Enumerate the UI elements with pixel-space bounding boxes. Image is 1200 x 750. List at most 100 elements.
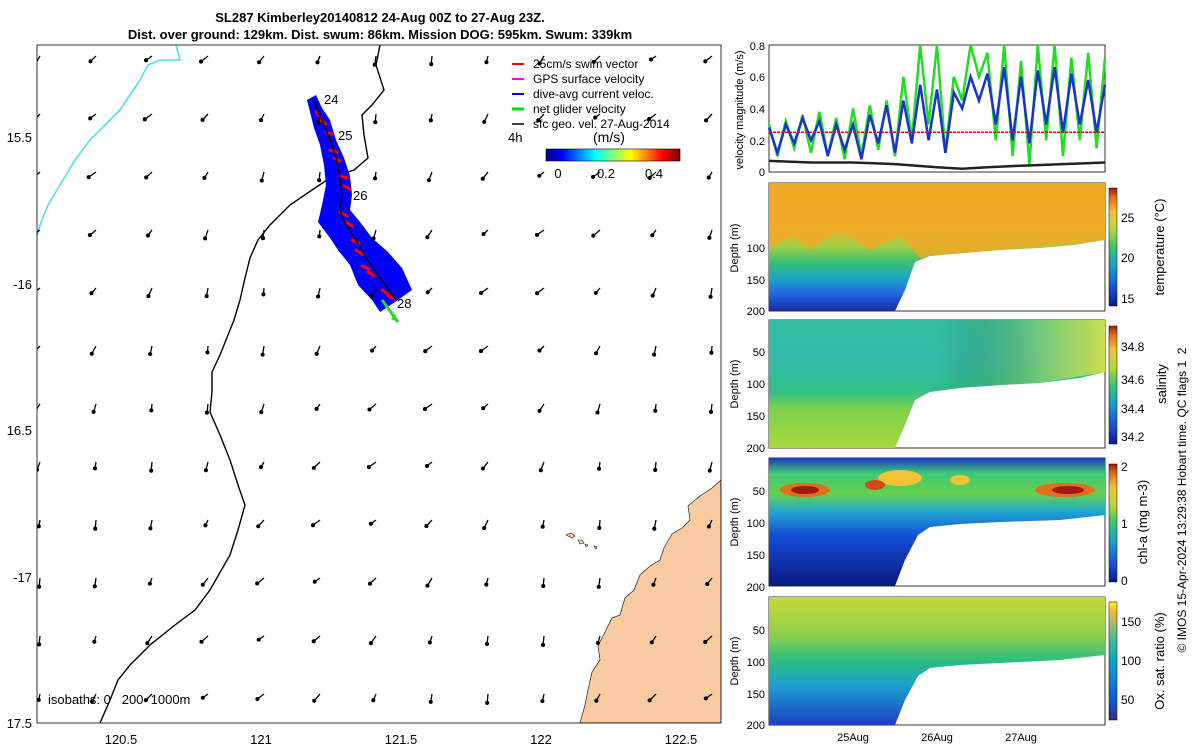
sfc-geo-arrowhead <box>369 293 375 298</box>
lat-tick-17-5: 17.5 <box>7 716 32 731</box>
sfc-geo-arrowhead <box>540 524 545 529</box>
oxygen-panel: 50 100 150 200 Depth (m) 150 100 50 Ox. … <box>729 596 1167 744</box>
vel-ytick-0-2: 0.2 <box>750 136 765 148</box>
sfc-geo-arrowhead <box>593 115 598 120</box>
lat-tick-17: -17 <box>13 570 32 585</box>
sfc-geo-arrowhead <box>484 641 490 646</box>
hour-label: 4h <box>508 130 522 145</box>
sfc-geo-arrowhead <box>367 581 373 586</box>
map-frame <box>36 44 722 724</box>
vel-ytick-0-6: 0.6 <box>750 72 765 84</box>
sfc-geo-arrowhead <box>144 175 149 180</box>
colorbar-tick-0-2: 0.2 <box>597 166 615 181</box>
sfc-geo-arrowhead <box>484 60 489 65</box>
chl-ytick-150: 150 <box>747 550 765 562</box>
sfc-geo-arrowhead <box>87 233 92 238</box>
chla-maximum-patches <box>780 470 1095 497</box>
lon-tick-121: 121 <box>250 732 272 747</box>
sfc-geo-arrowhead <box>34 118 37 121</box>
sfc-geo-arrowhead <box>259 178 264 183</box>
sfc-geo-arrowhead <box>373 176 378 181</box>
sfc-geo-arrowhead <box>653 467 658 472</box>
sfc-geo-arrowhead <box>144 58 149 63</box>
sfc-geo-arrowhead <box>482 119 487 124</box>
sal-ytick-100: 100 <box>747 379 765 391</box>
sal-ytick-50: 50 <box>753 347 765 359</box>
sfc-geo-arrowhead <box>316 294 321 299</box>
sfc-geo-arrowhead <box>536 118 541 123</box>
map-panel: 24 25 26 28 isobaths: 0 200 1000m 120.5 … <box>7 44 722 747</box>
sfc-geo-arrow <box>37 345 41 350</box>
sfc-geo-arrowhead <box>425 290 430 295</box>
sfc-geo-arrowhead <box>33 175 36 178</box>
sfc-geo-arrowhead <box>704 118 709 123</box>
sfc-geo-arrowhead <box>368 641 373 646</box>
sfc-geo-arrowhead <box>537 61 542 66</box>
sal-cbar-label: salinity <box>1154 364 1169 404</box>
sfc-geo-arrowhead <box>597 525 602 531</box>
title-line-1: SL287 Kimberley20140812 24-Aug 00Z to 27… <box>215 10 545 25</box>
sfc-geo-arrowhead <box>425 235 430 240</box>
sfc-geo-arrowhead <box>647 698 652 703</box>
chl-ytick-200: 200 <box>747 582 765 594</box>
xtick-26aug: 26Aug <box>921 732 953 744</box>
sal-cbar-34-2: 34.2 <box>1121 430 1145 444</box>
sfc-geo-arrowhead <box>650 233 655 238</box>
lon-tick-121-5: 121.5 <box>385 732 418 747</box>
series-sfc-geo-vel- <box>768 159 1106 171</box>
sal-cbar-34-4: 34.4 <box>1121 402 1145 416</box>
lon-tick-122: 122 <box>530 732 552 747</box>
sfc-geo-arrowhead <box>594 351 599 356</box>
sfc-geo-arrowhead <box>261 292 266 297</box>
legend-gps-velocity-label: GPS surface velocity <box>533 72 644 86</box>
velocity-plot-area <box>767 44 1107 171</box>
sal-y-axis: 50 100 150 200 <box>747 347 765 455</box>
sfc-geo-arrowhead <box>371 698 376 703</box>
sfc-geo-arrowhead <box>37 524 41 529</box>
sfc-geo-arrowhead <box>93 526 98 531</box>
sfc-geo-arrowhead <box>200 582 205 587</box>
chl-ytick-100: 100 <box>747 518 765 530</box>
sfc-geo-arrowhead <box>647 117 652 122</box>
sfc-geo-arrowhead <box>370 348 375 353</box>
temperature-panel: 100 150 200 Depth (m) 25 20 15 temperatu… <box>729 182 1167 318</box>
temp-cbar-20: 20 <box>1121 251 1135 265</box>
sfc-geo-arrowhead <box>315 60 320 65</box>
sfc-geo-arrowhead <box>647 175 652 181</box>
sfc-geo-arrowhead <box>256 524 261 529</box>
sfc-geo-arrowhead <box>202 175 207 180</box>
temp-cbar-15: 15 <box>1121 292 1135 306</box>
sfc-geo-arrowhead <box>373 120 378 125</box>
sfc-geo-arrowhead <box>37 410 38 413</box>
sfc-geo-arrowhead <box>537 348 542 353</box>
sfc-geo-arrowhead <box>37 62 38 66</box>
sfc-geo-arrowhead <box>142 117 147 122</box>
chl-cbar-0: 0 <box>1121 574 1128 588</box>
sfc-geo-arrowhead <box>203 523 208 528</box>
temp-ytick-200: 200 <box>747 306 765 318</box>
series-dive-avg-current-veloc- <box>767 67 1107 160</box>
sfc-geo-arrowhead <box>537 408 542 413</box>
sfc-geo-arrowhead <box>200 695 205 700</box>
sfc-geo-arrowhead <box>651 582 656 587</box>
temp-ylabel: Depth (m) <box>729 224 741 273</box>
vel-ytick-0-4: 0.4 <box>750 104 765 116</box>
sfc-geo-arrowhead <box>709 350 714 355</box>
sfc-geo-arrowhead <box>260 236 266 241</box>
salinity-high-patch <box>940 320 1105 390</box>
sfc-geo-arrowhead <box>425 583 430 588</box>
sfc-geo-arrowhead <box>596 466 602 471</box>
sfc-geo-arrowhead <box>317 178 322 183</box>
sal-ylabel: Depth (m) <box>729 360 741 409</box>
sfc-geo-arrowhead <box>203 468 208 473</box>
chl-cbar-2: 2 <box>1121 460 1128 474</box>
chla-panel: 50 100 150 200 Depth (m) 2 1 0 chl-a (mg… <box>729 457 1150 594</box>
vel-ylabel: velocity magnitude (m/s) <box>734 50 746 169</box>
sfc-geo-arrowhead <box>316 120 321 125</box>
sfc-geo-arrowhead <box>705 581 710 587</box>
sfc-geo-arrowhead <box>89 291 94 296</box>
sfc-geo-arrowhead <box>88 116 93 121</box>
ox-cbar-ticks: 150 100 50 <box>1121 615 1141 707</box>
sal-cbar-34-6: 34.6 <box>1121 373 1145 387</box>
